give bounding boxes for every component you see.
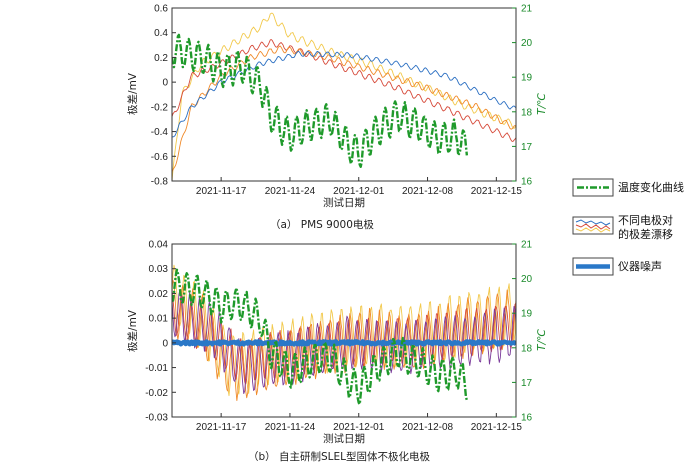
panel-b: 2021-11-17 2021-11-24 2021-12-01 2021-12-08… — [126, 240, 548, 464]
panel-b-y-tick-label-1: -0.02 — [145, 388, 168, 399]
panel-a-plot-area — [172, 12, 516, 181]
panel-b-series-0-electrode-line — [172, 264, 516, 397]
panel-a-y-axis-label: 极差/mV — [126, 72, 139, 115]
legend-swatch-electrode-red — [575, 223, 611, 230]
panel-b-y-tick-label-5: 0.02 — [149, 289, 169, 300]
panel-b-y2-tick-label-1: 17 — [521, 378, 533, 389]
panel-b-y2-tick-label-3: 19 — [521, 309, 533, 320]
panel-a-axes: 2021-11-17 2021-11-24 2021-12-01 2021-12-08… — [151, 4, 533, 198]
panel-a-y-tick-label-5: 0.2 — [154, 53, 168, 64]
panel-b-x-tick-label-4: 2021-12-15 — [471, 422, 523, 433]
panel-b-frame — [171, 243, 517, 418]
panel-a-y2-axis-label: T/℃ — [536, 93, 548, 115]
panel-b-series-3-electrode-line — [172, 289, 516, 394]
panel-a-y-tick-label-0: -0.8 — [151, 177, 169, 188]
panel-b-y2-axis-label: T/℃ — [536, 329, 548, 351]
panel-b-y2-tick-label-2: 18 — [521, 343, 533, 354]
panel-a-y-tick-label-4: 0 — [162, 78, 168, 89]
panel-b-y2-tick-label-0: 16 — [521, 413, 533, 424]
panel-a-frame — [171, 7, 517, 182]
panel-b-x-tick-label-3: 2021-12-08 — [402, 422, 454, 433]
panel-a-caption: （a） PMS 9000电极 — [270, 218, 374, 231]
panel-a-y-tick-label-1: -0.6 — [151, 152, 169, 163]
legend-label-noise: 仪器噪声 — [618, 259, 662, 273]
panel-a-y2-tick-label-1: 17 — [521, 142, 533, 153]
panel-b-y-tick-label-4: 0.01 — [149, 314, 169, 325]
panel-b-plot-area — [172, 264, 516, 406]
panel-a: 2021-11-17 2021-11-24 2021-12-01 2021-12-08… — [126, 4, 548, 232]
panel-b-series-5-temperature-line — [172, 268, 469, 406]
panel-b-series-group — [172, 264, 516, 406]
panel-a-series-0-electrode-line — [172, 12, 516, 181]
panel-b-y2-tick-label-5: 21 — [521, 240, 533, 251]
panel-b-y-tick-label-6: 0.03 — [149, 264, 169, 275]
panel-a-series-4-temperature-line — [172, 33, 469, 168]
panel-b-y2-tick-label-4: 20 — [521, 274, 533, 285]
legend-item-electrodes: 不同电极对 的极差漂移 — [572, 213, 673, 241]
panel-a-y-tick-label-2: -0.4 — [151, 127, 169, 138]
panel-a-y2-tick-label-5: 21 — [521, 4, 533, 15]
panel-b-series-4-noise-line — [172, 339, 516, 347]
legend: 温度变化曲线 不同电极对 的极差漂移 仪器噪声 — [572, 178, 684, 276]
panel-b-x-tick-label-2: 2021-12-01 — [333, 422, 385, 433]
panel-a-x-tick-label-2: 2021-12-01 — [333, 186, 385, 197]
legend-swatch-box-electrodes — [572, 216, 614, 235]
panel-a-x-tick-label-4: 2021-12-15 — [471, 186, 523, 197]
legend-item-noise: 仪器噪声 — [572, 257, 662, 276]
panel-a-x-tick-label-0: 2021-11-17 — [196, 186, 247, 197]
legend-swatch-electrode-blue — [575, 219, 611, 226]
legend-label-electrodes-line2: 的极差漂移 — [618, 227, 673, 241]
panel-b-x-tick-label-1: 2021-11-24 — [265, 422, 316, 433]
panel-b-y-tick-label-2: -0.01 — [145, 363, 168, 374]
panel-a-y2-tick-label-2: 18 — [521, 107, 533, 118]
panel-a-y2-tick-label-0: 16 — [521, 177, 533, 188]
panel-a-y-tick-label-7: 0.6 — [154, 4, 168, 15]
legend-label-temperature: 温度变化曲线 — [618, 180, 684, 194]
legend-swatch-electrode-yellow — [575, 227, 611, 233]
panel-a-x-tick-label-1: 2021-11-24 — [265, 186, 316, 197]
panel-a-y2-tick-label-3: 19 — [521, 73, 533, 84]
panel-b-x-axis-label: 测试日期 — [323, 432, 365, 445]
panel-a-series-group — [172, 12, 516, 181]
panel-a-y2-tick-label-4: 20 — [521, 38, 533, 49]
panel-a-series-1-electrode-line — [172, 39, 516, 142]
panel-a-x-axis-label: 测试日期 — [323, 196, 365, 209]
legend-item-temperature: 温度变化曲线 — [572, 178, 684, 197]
panel-b-axes: 2021-11-17 2021-11-24 2021-12-01 2021-12-08… — [145, 240, 532, 434]
panel-a-series-3-electrode-line — [172, 50, 516, 138]
legend-label-electrodes-line1: 不同电极对 — [618, 213, 673, 227]
panel-b-y-axis-label: 极差/mV — [126, 309, 139, 352]
panel-b-x-tick-label-0: 2021-11-17 — [196, 422, 247, 433]
panel-b-y-tick-label-0: -0.03 — [145, 413, 168, 424]
panel-b-y-tick-label-7: 0.04 — [149, 240, 169, 251]
panel-a-series-2-electrode-line — [172, 45, 516, 173]
panel-a-x-tick-label-3: 2021-12-08 — [402, 186, 454, 197]
panel-a-y-tick-label-3: -0.2 — [151, 102, 169, 113]
panel-b-y-tick-label-3: 0 — [162, 338, 168, 349]
panel-a-y-tick-label-6: 0.4 — [154, 28, 168, 39]
panel-b-caption: （b） 自主研制SLEL型固体不极化电极 — [248, 450, 431, 463]
